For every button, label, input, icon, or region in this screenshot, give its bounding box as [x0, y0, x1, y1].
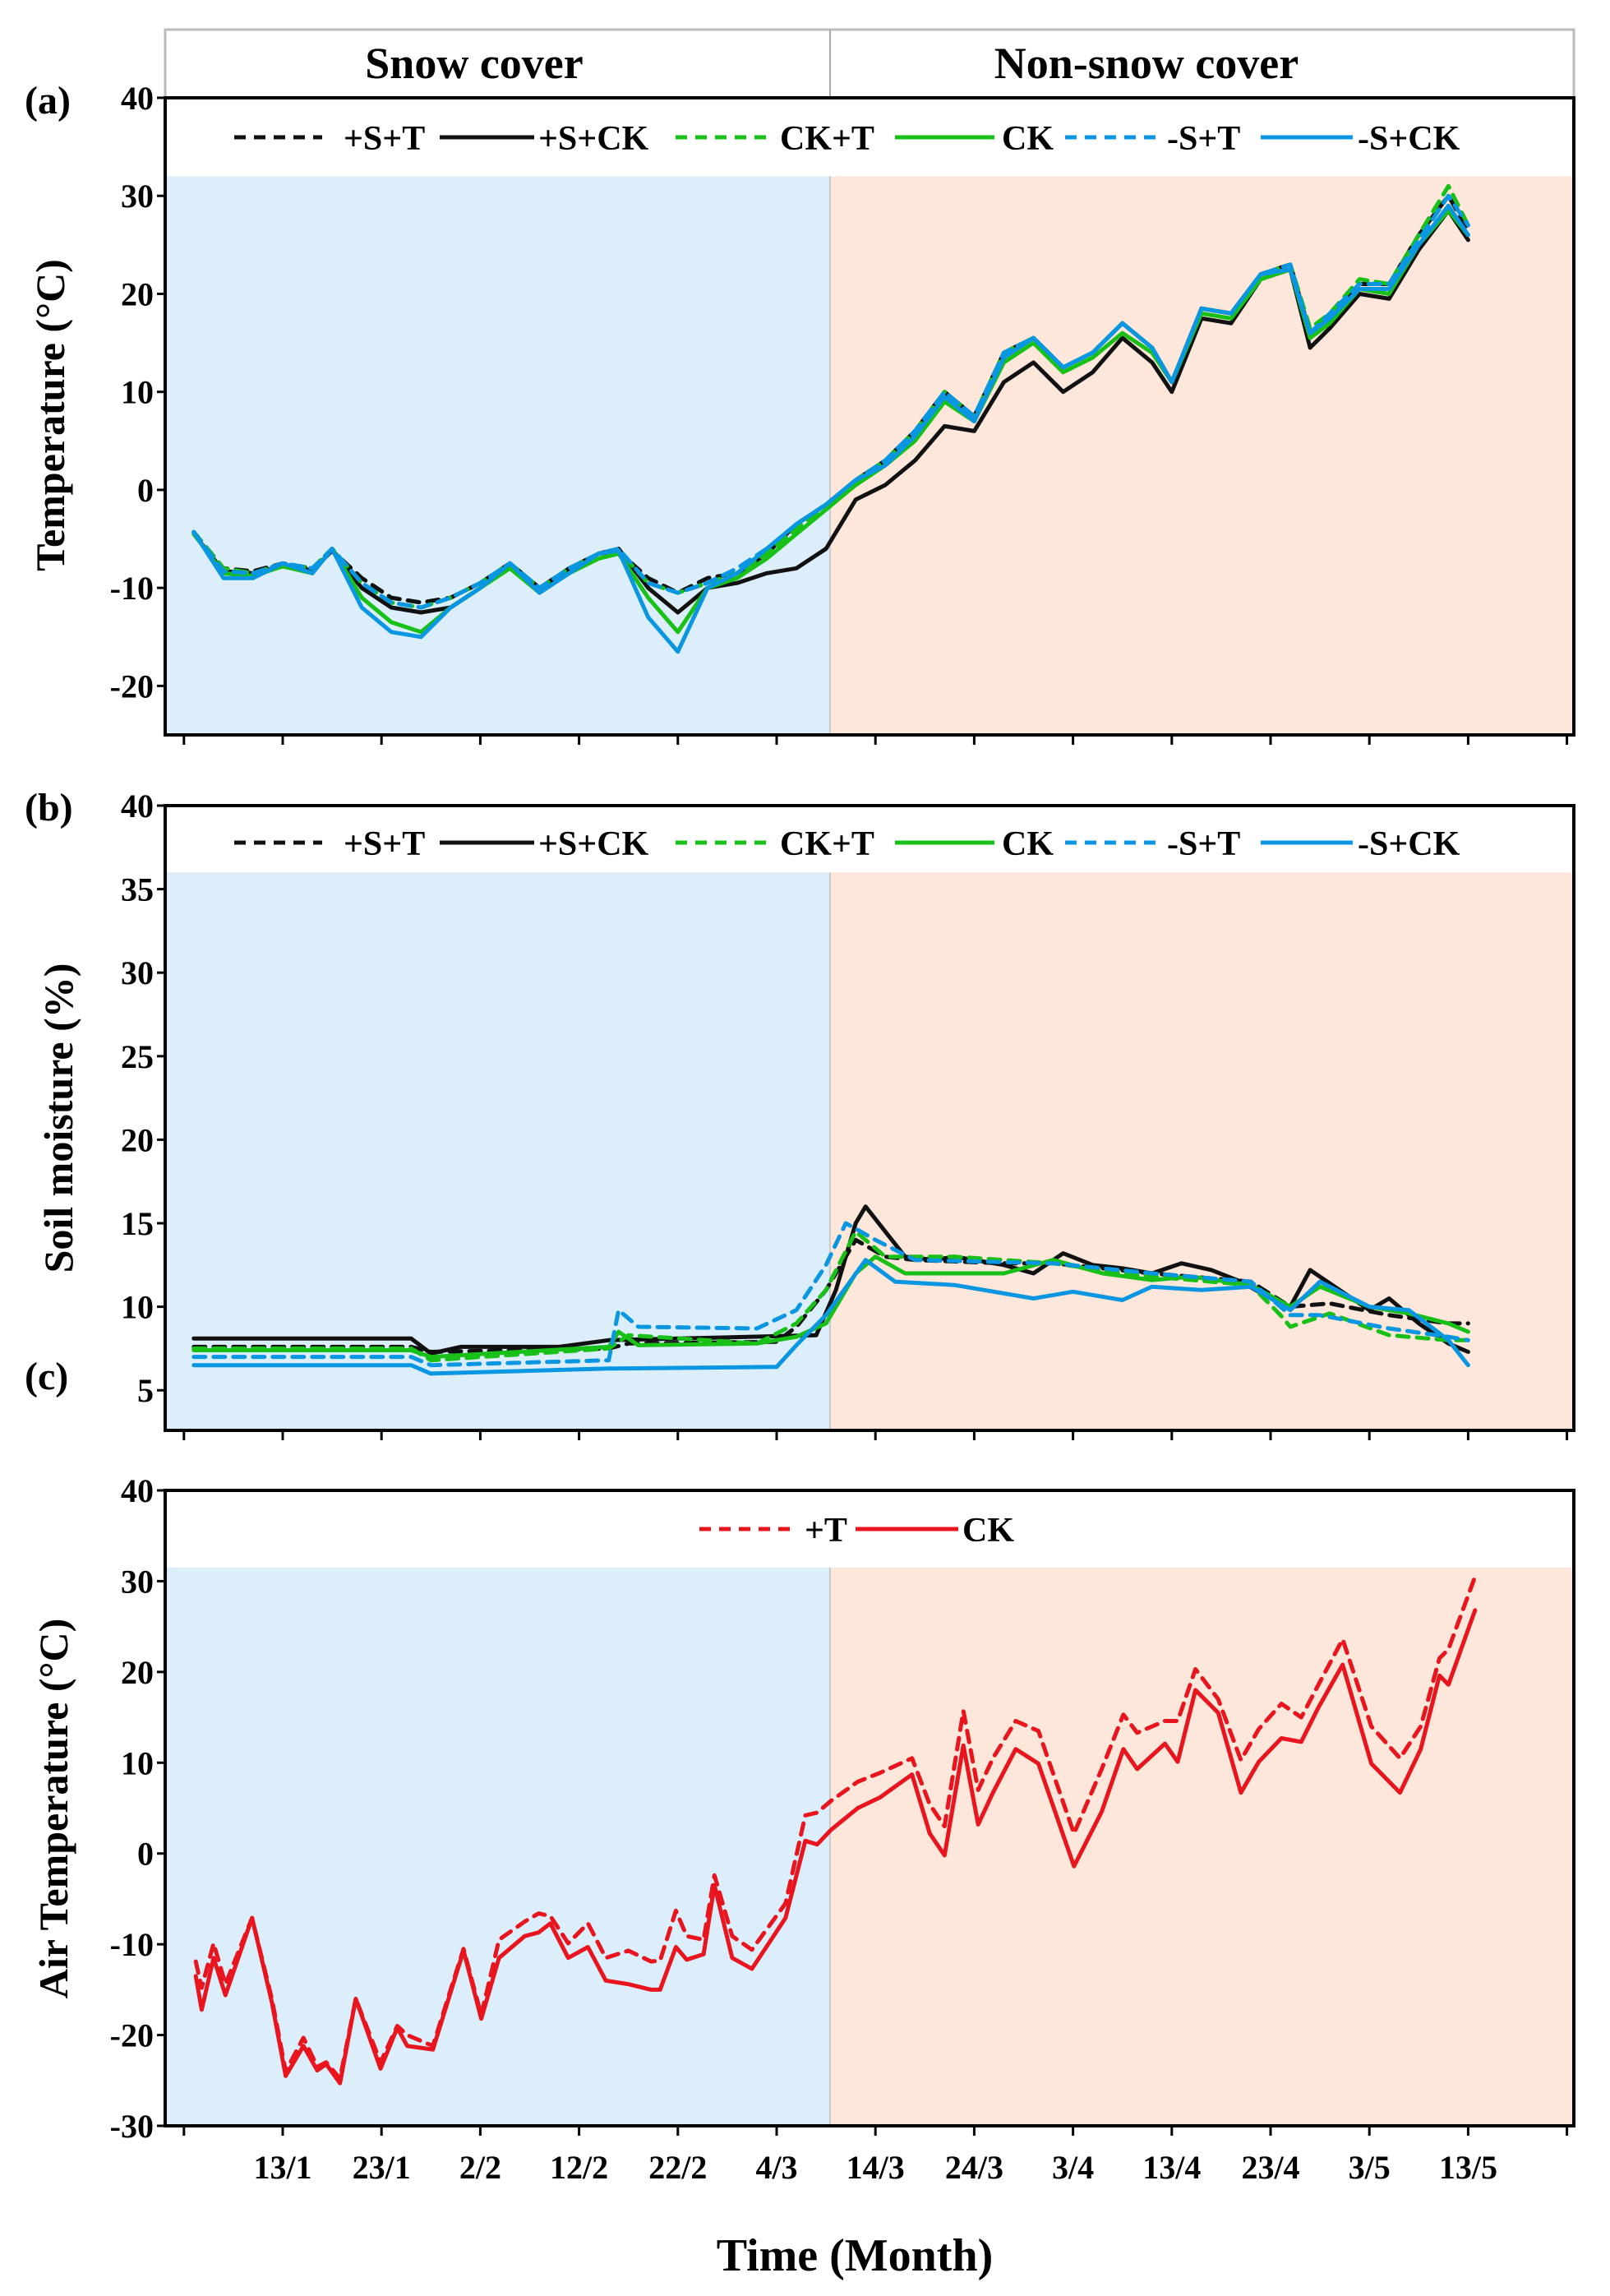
y-tick-label: -20 — [110, 2017, 154, 2054]
header-box: Snow cover Non-snow cover — [164, 28, 1575, 99]
header-snow-cover: Snow cover — [365, 39, 583, 88]
non-snow-cover-region — [829, 176, 1574, 735]
y-tick-label: 10 — [121, 1289, 154, 1326]
series-line-minus-Splus-T — [191, 1221, 1470, 1368]
x-axis-title: Time (Month) — [717, 2230, 994, 2281]
x-tick-label: 13/4 — [1142, 2149, 1201, 2186]
plot-frame — [164, 804, 1575, 1432]
x-tick-label: 14/3 — [847, 2149, 905, 2186]
legend-label: +S+CK — [538, 825, 649, 863]
y-tick-label: 20 — [121, 1654, 154, 1691]
legend-label: +S+T — [344, 825, 425, 863]
x-tick-label: 22/2 — [648, 2149, 707, 2186]
panel-label: (a) — [25, 79, 71, 122]
y-tick-label: 15 — [121, 1205, 154, 1242]
y-tick-label: 35 — [121, 871, 154, 908]
non-snow-cover-region — [829, 872, 1574, 1430]
x-tick-label: 23/1 — [353, 2149, 411, 2186]
non-snow-cover-region — [829, 1567, 1574, 2126]
legend-label: CK — [1002, 825, 1054, 863]
y-tick-label: 30 — [121, 178, 154, 215]
plot-frame — [164, 1489, 1575, 2127]
y-tick-label: 10 — [121, 374, 154, 411]
x-tick-label: 12/2 — [550, 2149, 608, 2186]
panel-c: +T CK -30 -20 -10 0 10 20 30 40 13/1 23/1 2/2 12/2 22/… — [25, 1355, 1575, 2186]
panel-label: (b) — [25, 786, 73, 829]
x-tick-label: 23/4 — [1241, 2149, 1299, 2186]
x-tick-label: 3/5 — [1349, 2149, 1391, 2186]
plot-frame — [164, 96, 1575, 737]
legend-label: CK — [1002, 120, 1054, 158]
y-tick-label: -20 — [110, 668, 154, 705]
legend-label: -S+T — [1167, 825, 1240, 863]
y-axis-title: Soil moisture (%) — [35, 963, 81, 1273]
x-tick-label: 13/5 — [1439, 2149, 1497, 2186]
y-tick-label: 10 — [121, 1744, 154, 1781]
series-line-CK — [191, 208, 1470, 635]
legend-label: CK+T — [780, 825, 874, 863]
legend-label: +T — [805, 1512, 847, 1550]
y-tick-label: -10 — [110, 1926, 154, 1963]
snow-cover-region — [165, 1567, 830, 2126]
y-tick-label: 5 — [137, 1372, 154, 1409]
y-tick-label: 30 — [121, 1563, 154, 1600]
header-non-snow-cover: Non-snow cover — [994, 39, 1299, 88]
series-line-minus-Splus-CK — [191, 203, 1470, 654]
y-axis-title: Temperature (°C) — [27, 259, 73, 571]
snow-cover-region — [165, 176, 830, 735]
legend-label: -S+CK — [1358, 825, 1460, 863]
legend-label: CK+T — [780, 120, 874, 158]
y-tick-label: 0 — [137, 1836, 154, 1873]
panel-b: +S+T +S+CK CK+T CK -S+T -S+CK 5 10 15 20 25 30 35 40 (… — [25, 786, 1575, 1440]
y-tick-label: -10 — [110, 570, 154, 607]
x-tick-label: 2/2 — [459, 2149, 501, 2186]
panel-label: (c) — [25, 1355, 68, 1398]
x-tick-label: 24/3 — [945, 2149, 1003, 2186]
y-tick-label: 25 — [121, 1038, 154, 1075]
legend-label: -S+CK — [1358, 120, 1460, 158]
legend-label: -S+T — [1167, 120, 1240, 158]
y-tick-label: 0 — [137, 472, 154, 509]
x-tick-label: 4/3 — [755, 2149, 797, 2186]
y-tick-label: 40 — [121, 788, 154, 825]
series-line-minus-Splus-CK — [191, 1258, 1470, 1376]
series-line-CK — [193, 1608, 1478, 2086]
series-line-CK — [191, 1254, 1470, 1360]
panel-a: +S+T +S+CK CK+T CK -S+T -S+CK -20 -10 0 10 20 30 40 (… — [25, 79, 1575, 745]
y-tick-label: 30 — [121, 954, 154, 991]
legend-label: CK — [962, 1512, 1014, 1550]
legend-label: +S+T — [344, 120, 425, 158]
y-tick-label: 20 — [121, 275, 154, 312]
y-tick-label: 40 — [121, 80, 154, 117]
y-tick-label: 20 — [121, 1121, 154, 1158]
x-tick-label: 13/1 — [253, 2149, 311, 2186]
y-tick-label: 40 — [121, 1472, 154, 1509]
x-tick-label: 3/4 — [1052, 2149, 1094, 2186]
y-tick-label: -30 — [110, 2108, 154, 2145]
y-axis-title: Air Temperature (°C) — [30, 1619, 76, 1999]
legend-label: +S+CK — [538, 120, 649, 158]
